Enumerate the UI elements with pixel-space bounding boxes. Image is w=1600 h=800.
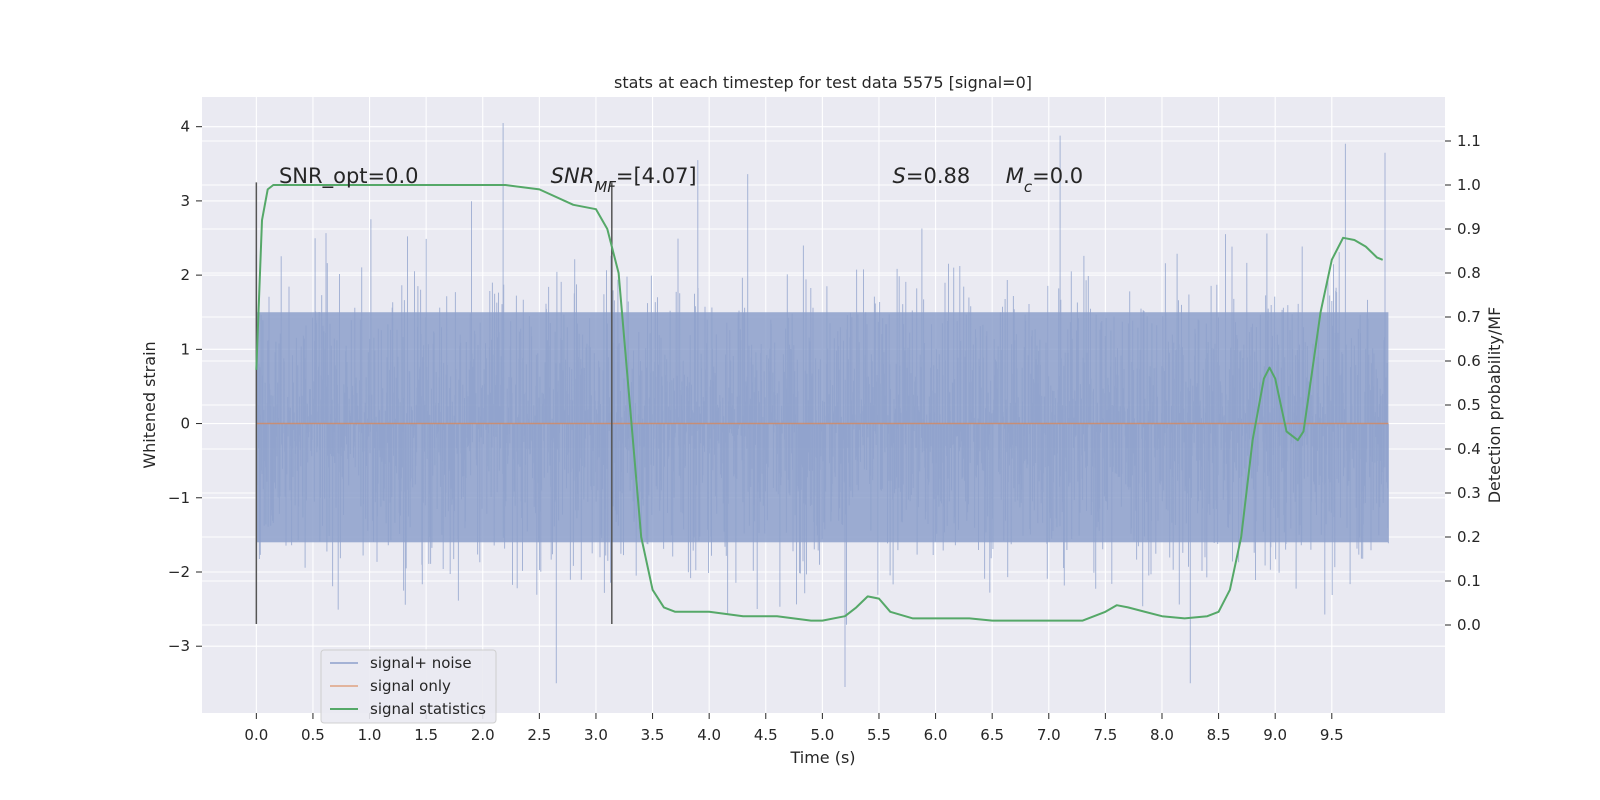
annotation-part: =[4.07] (616, 164, 697, 188)
signal-statistics-line (255, 184, 1384, 622)
y-right-tick-label: 0.5 (1457, 396, 1481, 414)
legend-box (320, 649, 497, 724)
x-tick-label: 1.5 (414, 726, 438, 744)
x-axis-label: Time (s) (789, 748, 855, 767)
x-tick-label: 9.5 (1320, 726, 1344, 744)
y-right-tick-label: 0.0 (1457, 616, 1481, 634)
y-left-tick-label: 0 (180, 415, 190, 433)
x-tick-label: 5.0 (810, 726, 834, 744)
x-tick-label: 4.0 (697, 726, 721, 744)
annotation-part: =0.88 (906, 164, 970, 188)
y-right-tick-label: 0.4 (1457, 440, 1481, 458)
legend-label-noise: signal+ noise (370, 654, 472, 672)
x-tick-label: 6.5 (980, 726, 1004, 744)
x-tick-label: 0.5 (301, 726, 325, 744)
annotations: SNR_opt=0.0 SNRMF=[4.07] S=0.88 Mc=0.0 (279, 164, 1083, 196)
legend-label-signal: signal only (370, 677, 451, 695)
annotation-snr_mf: SNRMF=[4.07] (551, 164, 697, 196)
y-axis-label-right: Detection probability/MF (1485, 307, 1504, 504)
x-tick-label: 1.0 (358, 726, 382, 744)
y-left-tick-label: 2 (180, 266, 190, 284)
annotation-part: SNR_opt=0.0 (279, 164, 419, 189)
legend: signal+ noise signal only signal statist… (320, 649, 497, 724)
annotation-s_val: S=0.88 (893, 164, 971, 188)
y-left-tick-label: 3 (180, 192, 190, 210)
y-right-tick-label: 0.3 (1457, 484, 1481, 502)
y-right-tick-label: 1.1 (1457, 132, 1481, 150)
x-tick-label: 3.0 (584, 726, 608, 744)
y-right-tick-label: 0.1 (1457, 572, 1481, 590)
x-tick-label: 0.0 (244, 726, 268, 744)
annotation-snr_opt: SNR_opt=0.0 (279, 164, 419, 189)
tick-layer: 0.0 0.5 1.0 1.5 2.0 2.5 3.0 3.5 4.0 4.5 5.0 5.5 6.0 6… (168, 118, 1481, 744)
x-tick-label: 7.0 (1037, 726, 1061, 744)
annotation-part: =0.0 (1032, 164, 1083, 188)
x-tick-label: 8.5 (1207, 726, 1231, 744)
chart-title: stats at each timestep for test data 557… (614, 73, 1032, 92)
y-right-tick-label: 0.6 (1457, 352, 1481, 370)
x-tick-label: 7.5 (1093, 726, 1117, 744)
x-tick-label: 3.5 (641, 726, 665, 744)
x-tick-label: 8.0 (1150, 726, 1174, 744)
y-left-tick-label: 1 (180, 340, 190, 358)
annotation-part: MF (594, 178, 616, 196)
y-right-tick-label: 0.2 (1457, 528, 1481, 546)
y-right-tick-label: 0.7 (1457, 308, 1481, 326)
x-tick-label: 4.5 (754, 726, 778, 744)
annotation-part: M (1006, 164, 1024, 188)
y-left-tick-label: −3 (168, 637, 190, 655)
data-layer (255, 182, 1389, 624)
x-tick-label: 2.5 (527, 726, 551, 744)
noise-series (255, 123, 1389, 687)
y-right-tick-label: 0.8 (1457, 264, 1481, 282)
y-left-tick-label: 4 (180, 118, 190, 136)
y-axis-label-left: Whitened strain (140, 341, 159, 468)
y-right-tick-label: 1.0 (1457, 176, 1481, 194)
y-left-tick-label: −2 (168, 563, 190, 581)
x-tick-label: 9.0 (1263, 726, 1287, 744)
annotation-part: c (1024, 178, 1033, 196)
annotation-part: S (893, 164, 906, 188)
y-right-tick-label: 0.9 (1457, 220, 1481, 238)
x-tick-label: 5.5 (867, 726, 891, 744)
x-tick-label: 2.0 (471, 726, 495, 744)
annotation-mc_val: Mc=0.0 (1006, 164, 1083, 196)
x-tick-label: 6.0 (924, 726, 948, 744)
legend-label-statistics: signal statistics (370, 700, 486, 718)
y-left-tick-label: −1 (168, 489, 190, 507)
annotation-part: SNR (551, 164, 595, 188)
